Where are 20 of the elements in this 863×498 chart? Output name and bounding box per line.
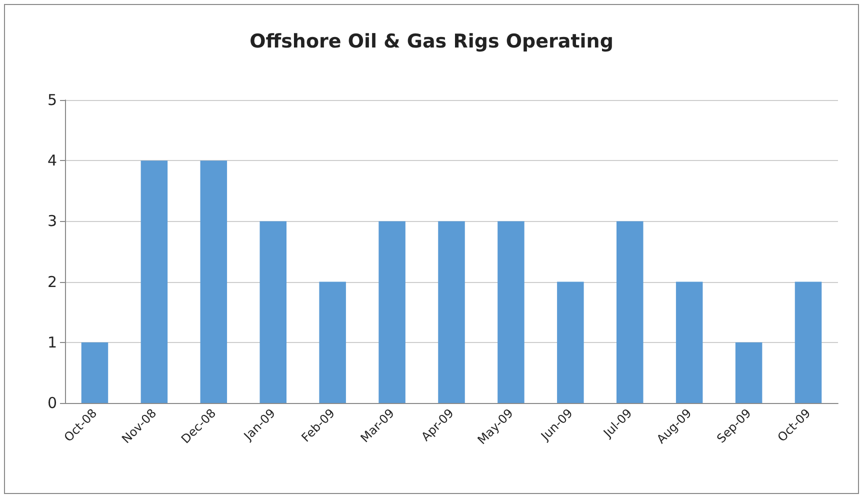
y-tick-label: 4 [47,152,57,170]
bar [140,160,168,403]
bar [735,342,762,403]
bar [616,221,644,403]
bar [81,342,108,403]
bar [557,282,584,403]
y-tick-label: 0 [47,394,57,412]
bar [319,282,346,403]
y-tick-label: 2 [47,272,57,291]
bar [260,221,286,403]
y-tick-label: 3 [47,212,57,230]
bar [378,221,406,403]
y-tick-label: 5 [47,91,57,109]
chart-title: Offshore Oil & Gas Rigs Operating [250,30,614,52]
bar [438,221,465,403]
bar [794,282,822,403]
bar [200,160,228,403]
y-tick-label: 1 [47,333,57,352]
bar [498,221,524,403]
bar [676,282,703,403]
